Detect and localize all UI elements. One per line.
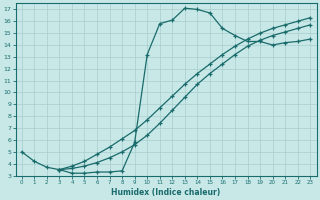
- X-axis label: Humidex (Indice chaleur): Humidex (Indice chaleur): [111, 188, 221, 197]
